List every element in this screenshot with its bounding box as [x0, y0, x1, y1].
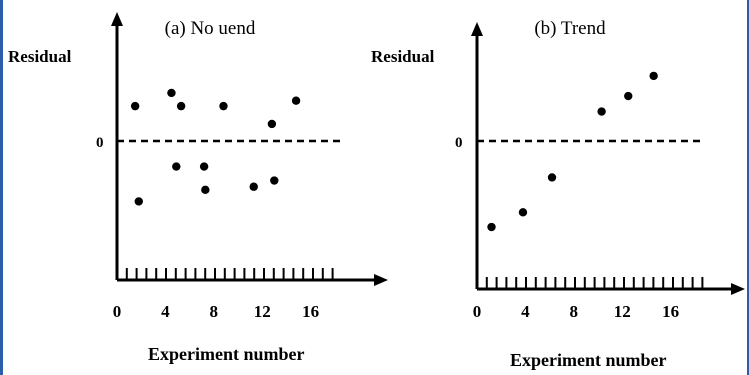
- panel-a-data-point: [167, 88, 176, 98]
- panel-b-data-point: [624, 91, 633, 101]
- panel-a-x-tick-label: 12: [254, 302, 271, 321]
- panel-a-data-point: [219, 101, 228, 111]
- panel-b-data-point: [547, 173, 557, 182]
- panel-a-x-tick-label: 4: [161, 302, 170, 321]
- right-border: [747, 0, 749, 375]
- panel-b-zero-label: 0: [455, 135, 463, 151]
- panel-a-data-point: [270, 176, 279, 185]
- panel-a-x-axis-arrow: [374, 274, 388, 286]
- panel-a-data-point: [199, 162, 209, 171]
- panel-b-x-tick-label: 8: [570, 302, 579, 321]
- panel-b-x-tick-label: 0: [473, 302, 482, 321]
- panel-a-data-point: [201, 185, 210, 195]
- panel-b-x-axis-arrow: [731, 283, 745, 295]
- panel-a-data-point: [176, 101, 186, 111]
- panel-b-data-point: [518, 208, 528, 217]
- panel-a-x-axis-label: Experiment number: [148, 344, 305, 364]
- panel-a-data-point: [249, 182, 258, 191]
- panel-a-y-axis-label: Residual: [8, 47, 72, 66]
- panel-b-data-point: [487, 222, 496, 232]
- panel-a-title: (a) No uend: [165, 18, 256, 39]
- panel-a-y-axis-arrow: [111, 12, 123, 26]
- panel-a-x-tick-label: 16: [302, 302, 319, 321]
- panel-a-x-tick-label: 8: [210, 302, 219, 321]
- panel-b-y-axis-label: Residual: [371, 47, 435, 66]
- panel-a-x-tick-label: 0: [113, 302, 122, 321]
- left-border: [0, 0, 3, 375]
- panel-b-data-point: [649, 71, 658, 81]
- panel-a-data-point: [291, 96, 301, 105]
- panel-b-x-tick-label: 12: [614, 302, 631, 321]
- panel-a-zero-label: 0: [96, 135, 104, 151]
- panel-a-data-point: [134, 197, 143, 206]
- panel-a-data-point: [130, 101, 140, 111]
- panel-b-y-axis-arrow: [471, 22, 483, 36]
- panel-a-data-point: [267, 119, 277, 129]
- panel-b-data-point: [597, 107, 606, 116]
- panel-b-x-tick-label: 4: [521, 302, 530, 321]
- panel-b-title: (b) Trend: [534, 18, 606, 39]
- panel-b-x-tick-label: 16: [662, 302, 679, 321]
- panel-b-x-axis-label: Experiment number: [510, 350, 667, 370]
- panel-a-data-point: [172, 162, 181, 171]
